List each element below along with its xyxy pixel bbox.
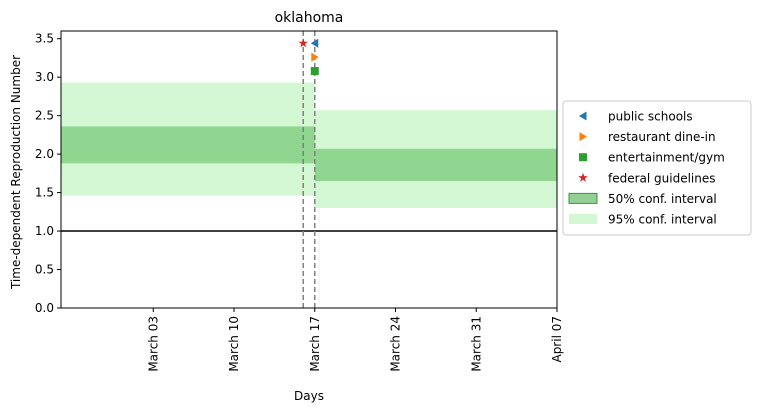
y-tick-label-5: 2.5 bbox=[35, 109, 54, 123]
legend-marker-0 bbox=[579, 111, 587, 121]
x-tick-label-4: March 31 bbox=[469, 316, 483, 372]
x-tick-label-0: March 03 bbox=[146, 316, 160, 372]
ci95-band-0 bbox=[61, 82, 315, 196]
ci50-band-1 bbox=[314, 148, 557, 182]
x-tick-label-1: March 10 bbox=[227, 316, 241, 372]
y-tick-label-4: 2.0 bbox=[35, 147, 54, 161]
y-tick-label-1: 0.5 bbox=[35, 263, 54, 277]
x-axis-label: Days bbox=[294, 389, 324, 403]
legend-label-1: restaurant dine-in bbox=[608, 130, 716, 144]
plot-area bbox=[60, 30, 558, 309]
chart-title: oklahoma bbox=[275, 10, 344, 26]
legend-label-3: federal guidelines bbox=[608, 171, 716, 185]
plot-frame bbox=[60, 30, 558, 309]
legend-marker-1 bbox=[579, 132, 587, 142]
y-tick-label-6: 3.0 bbox=[35, 70, 54, 84]
y-tick-label-0: 0.0 bbox=[35, 301, 54, 315]
legend-patch-5 bbox=[569, 214, 597, 224]
y-tick-label-3: 1.5 bbox=[35, 186, 54, 200]
legend-marker-3 bbox=[578, 172, 588, 182]
intervention-lines bbox=[302, 31, 316, 308]
confidence-bands bbox=[61, 82, 557, 208]
y-tick-label-7: 3.5 bbox=[35, 32, 54, 46]
legend-label-2: entertainment/gym bbox=[608, 151, 725, 165]
marker-3 bbox=[298, 38, 308, 48]
legend-box bbox=[562, 100, 752, 236]
x-tick-label-2: March 17 bbox=[308, 316, 322, 372]
y-axis: 0.0 0.5 1.0 1.5 2.0 2.5 3.0 3.5 bbox=[35, 32, 61, 315]
x-tick-label-5: April 07 bbox=[550, 316, 564, 363]
legend-label-5: 95% conf. interval bbox=[608, 213, 717, 227]
intervention-markers bbox=[298, 38, 319, 76]
x-tick-label-3: March 24 bbox=[389, 316, 403, 372]
legend-patch-4 bbox=[568, 192, 598, 204]
marker-0 bbox=[310, 38, 319, 48]
y-axis-label: Time-dependent Reproduction Number bbox=[9, 55, 23, 290]
marker-2 bbox=[310, 67, 319, 76]
legend-marker-2 bbox=[579, 153, 587, 162]
y-tick-label-2: 1.0 bbox=[35, 224, 54, 238]
ci50-band-0 bbox=[61, 126, 315, 164]
x-axis: March 03 March 10 March 17 March 24 March 31… bbox=[146, 308, 564, 372]
ci95-band-1 bbox=[314, 110, 557, 208]
legend-label-0: public schools bbox=[608, 110, 693, 124]
legend-label-4: 50% conf. interval bbox=[608, 192, 717, 206]
legend: public schools restaurant dine-in entertai… bbox=[562, 100, 752, 236]
marker-1 bbox=[311, 52, 319, 62]
